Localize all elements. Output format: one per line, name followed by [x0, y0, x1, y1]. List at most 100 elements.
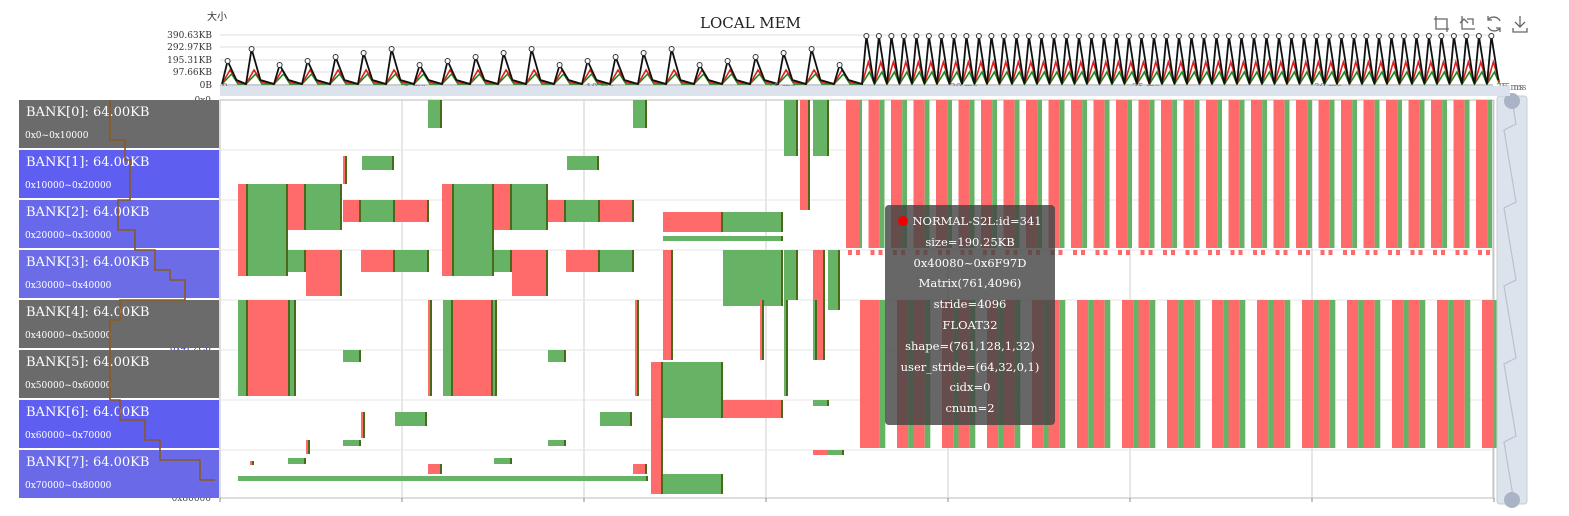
memory-block — [1482, 300, 1494, 448]
total-series-point — [416, 62, 423, 68]
memory-block — [1284, 300, 1291, 448]
total-series-point — [1475, 33, 1482, 39]
tooltip-line: NORMAL-S2L:id=341 — [912, 214, 1042, 228]
memory-block — [947, 100, 952, 248]
memory-block — [1140, 250, 1145, 255]
memory-block — [1273, 300, 1285, 448]
memory-block — [1149, 100, 1155, 248]
memory-block — [238, 184, 248, 276]
memory-block-edge — [598, 200, 600, 222]
memory-block — [1217, 100, 1222, 248]
memory-block — [306, 184, 342, 230]
total-series-point — [1438, 33, 1445, 39]
total-series-point — [1275, 33, 1282, 39]
tooltip-line: user_stride=(64,32,0,1) — [900, 359, 1040, 374]
total-series-point — [913, 33, 920, 39]
download-icon[interactable] — [1510, 14, 1530, 34]
memory-block — [1122, 300, 1134, 448]
memory-block — [1103, 250, 1108, 255]
memory-block — [1071, 100, 1083, 248]
memory-block-edge — [345, 156, 347, 184]
memory-block — [600, 250, 634, 272]
green-series-line — [221, 70, 1501, 86]
bank-row: BANK[7]: 64.00KB 0x70000~0x80000 — [19, 450, 219, 498]
memory-block-edge — [808, 100, 810, 210]
memory-block-edge — [827, 400, 829, 406]
memory-block — [1257, 300, 1269, 448]
restore-icon[interactable] — [1484, 14, 1504, 34]
series-dot-icon — [898, 216, 909, 226]
memory-block — [395, 250, 429, 272]
chart-title: LOCAL MEM — [700, 14, 801, 32]
memory-block — [1373, 250, 1378, 255]
memory-block — [1262, 100, 1267, 248]
memory-block — [1059, 100, 1065, 248]
slider-handle-top-icon — [1504, 93, 1520, 109]
memory-block — [1126, 250, 1130, 255]
total-series-point — [1400, 33, 1407, 39]
memory-block — [1296, 100, 1308, 248]
memory-block — [1441, 250, 1445, 255]
memory-block — [1298, 250, 1302, 255]
memory-block-edge — [427, 250, 429, 272]
tooltip-line: 0x40080~0x6F97D — [913, 255, 1027, 270]
memory-block — [1183, 100, 1195, 248]
memory-block — [1283, 250, 1288, 255]
memory-block — [1388, 250, 1392, 255]
slider-handle-bottom-icon — [1504, 492, 1520, 508]
memory-block — [512, 184, 548, 230]
memory-block-edge — [393, 250, 395, 272]
address-label: 0x80000 — [172, 494, 212, 504]
memory-block — [343, 350, 361, 362]
total-series-point — [1288, 33, 1295, 39]
memory-block-edge — [546, 250, 548, 296]
memory-block-edge — [246, 184, 248, 276]
memory-block — [1273, 100, 1285, 248]
total-series-point — [1388, 33, 1395, 39]
memory-block — [1088, 300, 1094, 448]
memory-block — [1138, 100, 1150, 248]
vertical-zoom-slider — [1496, 95, 1528, 505]
total-series-point — [1038, 33, 1045, 39]
memory-block — [1365, 250, 1370, 255]
zoom-reset-icon[interactable] — [1458, 14, 1478, 34]
memory-block-edge — [359, 200, 361, 222]
memory-block — [1396, 250, 1400, 255]
memory-block — [1048, 100, 1060, 248]
tooltip-line: cidx=0 — [949, 380, 991, 395]
memory-block — [958, 100, 970, 248]
total-series-point — [925, 33, 932, 39]
memory-block — [1172, 100, 1177, 248]
memory-block — [428, 100, 442, 128]
memory-block — [494, 250, 512, 272]
memory-block — [566, 200, 600, 222]
total-series-point — [1000, 33, 1007, 39]
memory-block-edge — [827, 100, 829, 156]
memory-block — [1082, 100, 1087, 248]
total-series-point — [1013, 33, 1020, 39]
memory-block — [846, 100, 860, 248]
total-series-point — [1200, 33, 1207, 39]
memory-block — [1178, 300, 1184, 448]
memory-block — [1223, 300, 1229, 448]
memory-block — [453, 300, 493, 396]
memory-block-edge — [632, 250, 634, 272]
memory-block — [1464, 300, 1471, 448]
memory-block — [548, 350, 566, 362]
memory-block — [1493, 300, 1499, 448]
memory-block-edge — [786, 300, 788, 396]
bank-name: BANK[3]: 64.00KB — [26, 255, 150, 270]
total-series-point — [752, 54, 759, 60]
memory-block — [1193, 250, 1198, 255]
memory-block-edge — [842, 450, 844, 455]
bank-range: 0x0~0x10000 — [25, 131, 89, 141]
bank-name: BANK[0]: 64.00KB — [26, 105, 150, 120]
tooltip-line: stride=4096 — [933, 297, 1007, 312]
memory-block — [800, 100, 810, 210]
memory-block — [878, 250, 883, 255]
memory-block — [902, 100, 907, 248]
memory-block — [1431, 100, 1443, 248]
zoom-icon[interactable] — [1432, 14, 1452, 34]
total-series-point — [808, 46, 815, 52]
memory-block — [1437, 300, 1449, 448]
